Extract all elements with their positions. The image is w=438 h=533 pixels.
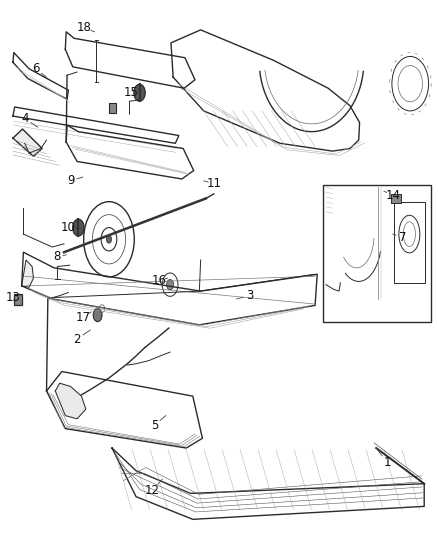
- Circle shape: [166, 279, 173, 290]
- Text: 4: 4: [21, 112, 28, 125]
- Polygon shape: [13, 129, 42, 156]
- Text: 8: 8: [53, 251, 60, 263]
- Text: 1: 1: [383, 456, 391, 469]
- Bar: [14, 294, 21, 305]
- Bar: [392, 194, 401, 203]
- Text: 5: 5: [151, 419, 158, 432]
- Text: 12: 12: [145, 483, 160, 497]
- Text: 3: 3: [246, 289, 253, 302]
- Text: 14: 14: [385, 189, 400, 201]
- Text: 11: 11: [207, 177, 222, 190]
- Text: 15: 15: [124, 86, 138, 99]
- Text: 17: 17: [75, 311, 90, 324]
- Circle shape: [93, 309, 102, 321]
- Text: 7: 7: [399, 231, 406, 244]
- Text: 16: 16: [151, 274, 166, 287]
- Text: 18: 18: [77, 21, 92, 35]
- Bar: [109, 103, 116, 114]
- Text: 10: 10: [61, 221, 76, 234]
- Polygon shape: [55, 383, 86, 419]
- Circle shape: [134, 84, 145, 101]
- Polygon shape: [21, 260, 33, 287]
- Text: 9: 9: [67, 174, 74, 188]
- Text: 6: 6: [32, 62, 39, 75]
- Bar: [394, 201, 425, 282]
- Text: 2: 2: [73, 333, 81, 345]
- Circle shape: [106, 236, 112, 243]
- Bar: [323, 185, 431, 321]
- Text: 13: 13: [6, 291, 20, 304]
- Circle shape: [73, 219, 84, 236]
